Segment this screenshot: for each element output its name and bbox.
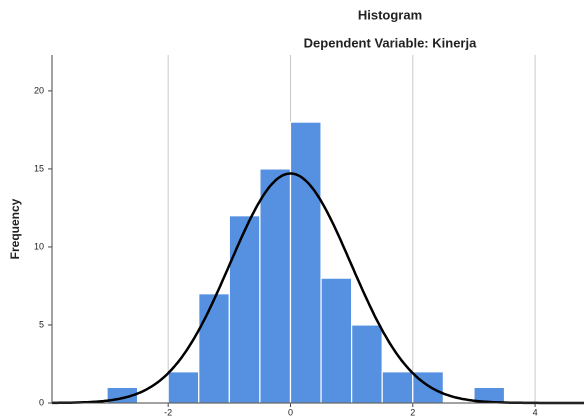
y-tick-label: 5 bbox=[39, 319, 44, 329]
x-tick-label: 0 bbox=[288, 407, 293, 417]
bar bbox=[289, 121, 322, 404]
bar bbox=[351, 324, 383, 404]
bar bbox=[381, 371, 414, 404]
chart-subtitle: Dependent Variable: Kinerja bbox=[304, 35, 477, 50]
bar bbox=[228, 215, 261, 404]
normal-curve bbox=[52, 172, 584, 405]
y-tick-label: 20 bbox=[34, 85, 44, 95]
y-tick-label: 10 bbox=[34, 241, 44, 251]
x-tick-label: 4 bbox=[533, 407, 538, 417]
bar bbox=[320, 277, 353, 404]
bar bbox=[167, 371, 200, 404]
chart-title: Histogram bbox=[358, 7, 422, 22]
x-tick-label: -2 bbox=[164, 407, 172, 417]
y-axis-label: Frequency bbox=[8, 198, 22, 259]
y-tick-label: 0 bbox=[39, 397, 44, 407]
bar bbox=[198, 293, 230, 404]
y-tick-label: 15 bbox=[34, 163, 44, 173]
x-tick-label: 2 bbox=[410, 407, 415, 417]
bar bbox=[259, 168, 292, 404]
